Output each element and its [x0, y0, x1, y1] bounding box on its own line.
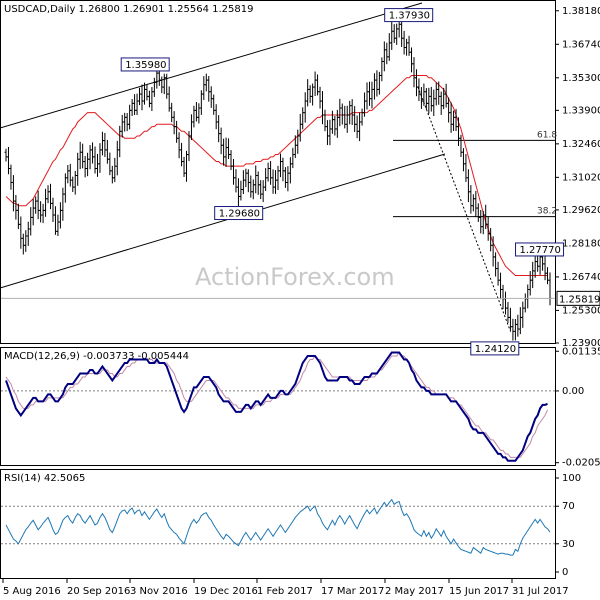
channel-lower-line — [0, 153, 446, 289]
x-tick-label: 20 Sep 2016 — [67, 586, 130, 597]
price-callout-label: 1.35980 — [125, 60, 166, 71]
x-tick-label: 1 Feb 2017 — [257, 586, 313, 597]
downtrend-line — [417, 86, 511, 331]
current-price-box — [556, 290, 600, 306]
price-tick-label: 1.33900 — [562, 105, 600, 116]
price-callout-box — [515, 242, 565, 257]
price-panel-frame — [0, 0, 556, 344]
macd-tick-label: 0.011355 — [562, 346, 600, 357]
rsi-indicator: 100 70 30 0 — [1, 473, 581, 578]
macd-panel-frame — [0, 347, 556, 466]
price-callouts: 1.37930 1.35980 1.29680 1.27770 1.24120 — [120, 8, 565, 356]
moving-average-line — [5, 74, 548, 277]
rsi-tick-label: 100 — [562, 473, 581, 484]
price-tick-label: 1.38180 — [562, 6, 600, 17]
current-price-marker: 1.25819 — [1, 290, 600, 306]
macd-tick-label: -0.020531 — [562, 458, 600, 469]
fib-level-label: 38.2 — [537, 207, 557, 217]
rsi-tick-label: 30 — [562, 539, 575, 550]
price-tick-label: 1.35300 — [562, 73, 600, 84]
price-tick-label: 1.29620 — [562, 205, 600, 216]
price-callout-label: 1.29680 — [219, 209, 260, 220]
x-tick-label: 31 Jul 2017 — [512, 586, 569, 597]
price-callout-box — [470, 341, 520, 356]
x-tick-label: 19 Dec 2016 — [194, 586, 258, 597]
x-tick-label: 15 Jun 2017 — [449, 586, 509, 597]
macd-indicator: 0.011355 0.00 -0.020531 — [1, 346, 600, 469]
price-tick-label: 1.25300 — [562, 305, 600, 316]
price-callout-label: 1.37930 — [389, 11, 430, 22]
price-tick-label: 1.32460 — [562, 139, 600, 150]
candles — [4, 14, 552, 341]
x-tick-label: 17 Mar 2017 — [321, 586, 384, 597]
current-price-label: 1.25819 — [559, 294, 600, 305]
rsi-panel-frame — [0, 469, 556, 579]
price-axis: 1.38180 1.36740 1.35300 1.33900 1.32460 1.310… — [555, 6, 600, 349]
trend-channel — [0, 2, 511, 331]
price-tick-label: 1.31020 — [562, 172, 600, 183]
moving-average — [5, 74, 548, 277]
price-tick-label: 1.26740 — [562, 272, 600, 283]
price-callout-box — [384, 8, 434, 23]
channel-upper-line — [0, 2, 423, 129]
macd-tick-label: 0.00 — [562, 386, 584, 397]
price-tick-label: 1.36740 — [562, 39, 600, 50]
rsi-line — [5, 498, 551, 556]
x-tick-label: 5 Aug 2016 — [3, 586, 61, 597]
rsi-panel-title: RSI(14) 42.5065 — [4, 473, 85, 484]
fib-level-label: 61.8 — [537, 130, 557, 140]
price-panel-title: USDCAD,Daily 1.26800 1.26901 1.25564 1.2… — [4, 4, 254, 15]
price-tick-label: 1.23900 — [562, 338, 600, 349]
price-callout-box — [120, 57, 170, 72]
x-tick-label: 3 Nov 2016 — [130, 586, 188, 597]
x-axis: 5 Aug 2016 20 Sep 2016 3 Nov 2016 19 Dec 20… — [2, 579, 569, 597]
macd-signal-line — [5, 351, 548, 458]
price-tick-label: 1.28180 — [562, 238, 600, 249]
fibonacci-levels: 61.8 38.2 — [393, 130, 557, 218]
macd-panel-title: MACD(12,26,9) -0.003733 -0.005444 — [4, 351, 189, 362]
price-callout-label: 1.24120 — [475, 344, 516, 355]
price-callout-label: 1.27770 — [520, 245, 561, 256]
x-tick-label: 2 May 2017 — [385, 586, 444, 597]
rsi-tick-label: 0 — [562, 567, 568, 578]
price-callout-box — [214, 206, 264, 221]
rsi-tick-label: 70 — [562, 501, 575, 512]
macd-line — [5, 351, 548, 462]
watermark: ActionForex.com — [195, 263, 395, 291]
